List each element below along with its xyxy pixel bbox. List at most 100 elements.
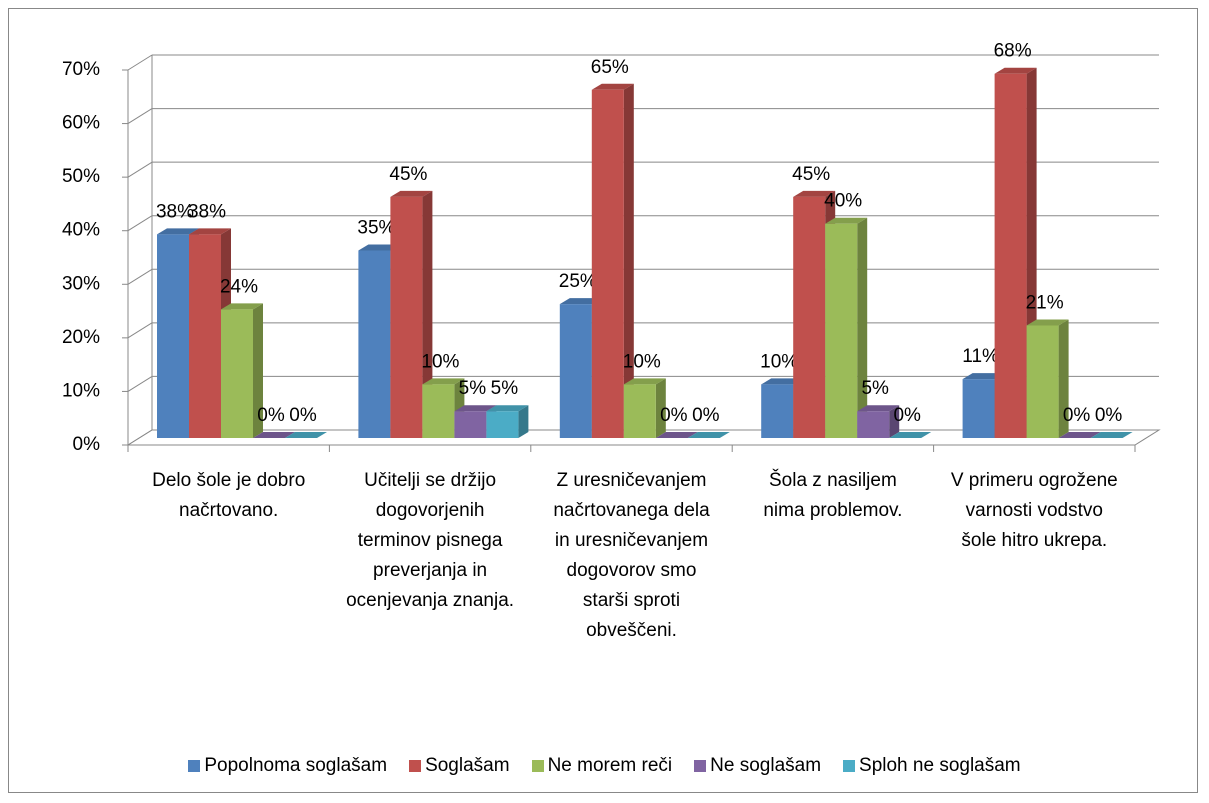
bar — [285, 432, 327, 438]
bar-front — [591, 89, 624, 439]
legend-label: Soglašam — [425, 755, 510, 776]
data-label: 10% — [421, 351, 459, 372]
bar-top — [454, 405, 497, 412]
bar-top — [687, 432, 730, 438]
bar-top — [889, 432, 932, 438]
bar-front — [962, 379, 995, 438]
bar-top — [221, 303, 263, 310]
data-label: 38% — [156, 201, 194, 222]
x-tick-label: V primeru ogrožene varnosti vodstvo šole… — [950, 470, 1118, 551]
data-label: 35% — [357, 218, 395, 239]
legend-label: Popolnoma soglašam — [204, 755, 388, 776]
bar — [253, 432, 295, 438]
bar-front — [559, 304, 592, 438]
legend-swatch — [409, 760, 422, 772]
bar-top — [1058, 432, 1101, 438]
bar — [655, 432, 698, 438]
bar-front — [221, 309, 253, 438]
bar-front — [825, 223, 858, 438]
grid-line — [127, 268, 153, 285]
bar-top — [559, 298, 602, 305]
data-label: 25% — [559, 271, 597, 292]
bar-front — [157, 234, 189, 438]
x-tick-label: Šola z nasiljem nima problemov. — [763, 470, 903, 521]
bar-top — [285, 432, 327, 438]
x-tick-label: Z uresničevanjem načrtovanega dela in ur… — [553, 470, 710, 641]
bar-top — [486, 405, 529, 412]
legend-item: Soglašam — [409, 755, 510, 777]
bar-front — [390, 196, 423, 438]
data-label: 0% — [289, 405, 317, 426]
grid-line — [127, 215, 153, 232]
legend-swatch — [694, 760, 707, 772]
data-label: 40% — [824, 191, 862, 212]
legend-item: Ne soglašam — [694, 755, 821, 777]
legend-swatch — [531, 760, 544, 772]
y-tick-label: 70% — [62, 59, 100, 80]
bar-side — [1058, 319, 1069, 438]
bar-front — [454, 411, 487, 438]
y-tick-label: 20% — [62, 327, 100, 348]
data-label: 0% — [893, 405, 921, 426]
y-tick-label: 60% — [62, 113, 100, 134]
data-label: 0% — [1095, 405, 1123, 426]
bar-front — [189, 234, 221, 438]
bar-side — [889, 405, 900, 438]
data-label: 0% — [1063, 405, 1091, 426]
bar-side — [857, 217, 868, 438]
bar-top — [793, 190, 836, 197]
bar-top — [761, 378, 804, 385]
bar-top — [253, 432, 295, 438]
data-label: 5% — [459, 378, 487, 399]
bar — [486, 405, 529, 438]
data-label: 21% — [1026, 293, 1064, 314]
bar — [1058, 432, 1101, 438]
bar — [623, 378, 666, 438]
bar-front — [761, 384, 794, 438]
data-label: 0% — [660, 405, 688, 426]
bar-top — [857, 405, 900, 412]
legend-swatch — [843, 760, 856, 772]
chart-frame — [8, 8, 1198, 793]
bar-top — [1090, 432, 1133, 438]
bar-side — [655, 378, 666, 438]
grid-line — [127, 322, 153, 339]
bar-top — [623, 378, 666, 385]
bar-top — [962, 373, 1005, 380]
bar-top — [994, 67, 1037, 74]
bar-top — [655, 432, 698, 438]
y-tick-label: 40% — [62, 220, 100, 241]
legend-item: Ne morem reči — [531, 755, 673, 777]
data-label: 68% — [994, 41, 1032, 62]
bar-side — [623, 83, 634, 439]
bar — [1026, 319, 1069, 438]
legend-label: Sploh ne soglašam — [859, 755, 1021, 776]
data-label: 11% — [962, 346, 999, 367]
bar — [825, 217, 868, 438]
y-tick-label: 10% — [62, 380, 100, 401]
data-label: 5% — [491, 378, 519, 399]
legend-label: Ne soglašam — [710, 755, 822, 776]
bar-front — [486, 411, 519, 438]
x-tick-label: Delo šole je dobro načrtovano. — [152, 470, 306, 521]
data-label: 65% — [591, 57, 629, 78]
x-tick-label: Učitelji se držijo dogovorjenih terminov… — [346, 470, 515, 611]
y-tick-label: 50% — [62, 166, 100, 187]
bar — [857, 405, 900, 438]
bar-front — [793, 196, 826, 438]
bar — [687, 432, 730, 438]
bar-side — [253, 303, 263, 438]
bar-front — [623, 384, 656, 438]
bar-side — [422, 190, 433, 438]
bar-top — [390, 190, 433, 197]
bar-front — [422, 384, 455, 438]
grid-line — [127, 376, 153, 392]
bar-top — [157, 228, 199, 235]
legend-label: Ne morem reči — [547, 755, 673, 776]
legend-item: Sploh ne soglašam — [843, 755, 1021, 777]
data-label: 0% — [257, 405, 285, 426]
bar — [889, 432, 932, 438]
data-label: 10% — [623, 351, 661, 372]
